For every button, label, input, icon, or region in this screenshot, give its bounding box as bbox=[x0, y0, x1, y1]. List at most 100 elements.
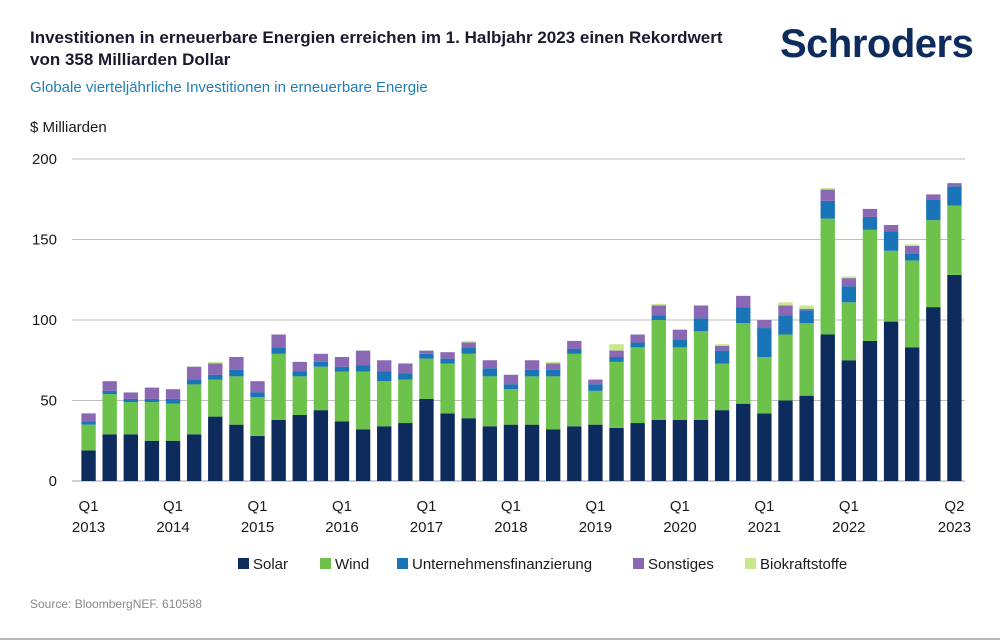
bar-segment bbox=[546, 369, 561, 377]
bar-segment bbox=[630, 347, 645, 424]
bar-segment bbox=[736, 323, 751, 404]
x-tick-label: 2015 bbox=[241, 519, 274, 536]
x-tick-label: 2021 bbox=[748, 519, 781, 536]
x-tick-labels: Q1 2013 Q1 2014 Q1 2015 Q1 2016 Q1 2017 Q1 2018 Q1 20… bbox=[72, 498, 971, 536]
bar-segment bbox=[229, 369, 244, 377]
bar-segment bbox=[820, 200, 835, 219]
bar-segment bbox=[313, 353, 329, 362]
bar-segment bbox=[883, 321, 899, 481]
bar-segment bbox=[651, 320, 666, 420]
legend-label: Solar bbox=[253, 556, 288, 573]
bar-segment bbox=[757, 413, 772, 481]
bar-segment bbox=[820, 334, 835, 481]
bar-segment bbox=[714, 410, 730, 481]
chart-title: Investitionen in erneuerbare Energien er… bbox=[30, 28, 723, 69]
bar-segment bbox=[419, 358, 434, 399]
bar-segment bbox=[841, 302, 857, 361]
bar-segment bbox=[609, 357, 624, 362]
bar-segment bbox=[672, 339, 688, 348]
bar-segment bbox=[440, 358, 455, 364]
bar-segment bbox=[546, 376, 561, 430]
y-tick-label: 150 bbox=[32, 232, 57, 249]
bar-segment bbox=[186, 434, 202, 481]
bar-segment bbox=[778, 334, 793, 401]
bar-segment bbox=[567, 348, 582, 354]
bar-segment bbox=[461, 342, 476, 348]
bar-segment bbox=[313, 410, 329, 481]
bar-segment bbox=[546, 361, 561, 364]
x-tick-label: 2013 bbox=[72, 519, 105, 536]
bar-segment bbox=[165, 389, 181, 399]
bar-segment bbox=[862, 340, 878, 481]
chart-subtitle: Globale vierteljährliche Investitionen i… bbox=[30, 79, 428, 96]
bar-segment bbox=[862, 208, 878, 217]
bar-segment bbox=[292, 361, 307, 372]
bar-segment bbox=[334, 366, 350, 372]
legend-swatch bbox=[745, 558, 756, 569]
bar-segment bbox=[693, 419, 709, 481]
bar-segment bbox=[208, 363, 223, 375]
bar-segment bbox=[588, 384, 603, 391]
bar-segment bbox=[926, 220, 941, 308]
bar-segment bbox=[292, 376, 307, 415]
bar-segment bbox=[250, 397, 265, 436]
bar-segment bbox=[461, 418, 476, 481]
bar-segment bbox=[271, 334, 286, 348]
bar-segment bbox=[440, 363, 455, 414]
bar-segment bbox=[947, 274, 962, 481]
bar-segment bbox=[778, 400, 793, 481]
bar-segment bbox=[144, 398, 160, 403]
gridlines bbox=[72, 158, 965, 482]
bar-segment bbox=[524, 376, 540, 425]
bar-segment bbox=[503, 374, 519, 385]
bar-segment bbox=[714, 344, 730, 346]
x-tick-label: 2022 bbox=[832, 519, 865, 536]
bar-segment bbox=[313, 361, 329, 367]
x-tick-label: Q2 bbox=[944, 498, 964, 515]
bar-segment bbox=[503, 384, 519, 390]
bar-segment bbox=[905, 245, 920, 254]
bar-segment bbox=[609, 427, 624, 481]
bar-segment bbox=[947, 183, 962, 187]
x-tick-label: Q1 bbox=[839, 498, 859, 515]
x-tick-label: Q1 bbox=[332, 498, 352, 515]
bar-segment bbox=[609, 350, 624, 358]
bar-segment bbox=[672, 419, 688, 481]
frame-divider bbox=[0, 638, 1000, 640]
y-tick-label: 50 bbox=[40, 393, 57, 410]
bar-segment bbox=[841, 276, 857, 279]
bar-segment bbox=[926, 199, 941, 221]
bar-segment bbox=[799, 395, 814, 481]
bar-segment bbox=[736, 295, 751, 308]
bar-segment bbox=[398, 363, 413, 374]
bar-segment bbox=[503, 389, 519, 425]
bar-segment bbox=[651, 315, 666, 320]
bar-segment bbox=[651, 305, 666, 316]
bar-segment bbox=[355, 365, 371, 372]
bar-segment bbox=[799, 310, 814, 324]
bar-segment bbox=[334, 357, 350, 367]
y-tick-labels: 0 50 100 150 200 bbox=[32, 151, 57, 490]
bar-segment bbox=[503, 424, 519, 481]
bar-segment bbox=[778, 305, 793, 316]
x-tick-label: Q1 bbox=[501, 498, 521, 515]
bar-segment bbox=[820, 218, 835, 335]
legend: Solar Wind Unternehmensfinanzierung Sonstig… bbox=[238, 556, 847, 573]
bar-segment bbox=[334, 421, 350, 481]
bar-segment bbox=[102, 381, 117, 391]
bar-segment bbox=[778, 315, 793, 335]
bar-segment bbox=[693, 305, 709, 319]
bar-segment bbox=[757, 357, 772, 414]
bar-segment bbox=[693, 331, 709, 420]
bars bbox=[81, 183, 962, 481]
x-tick-label: 2020 bbox=[663, 519, 696, 536]
bar-segment bbox=[334, 371, 350, 422]
bar-segment bbox=[186, 379, 202, 385]
bar-segment bbox=[926, 194, 941, 200]
bar-segment bbox=[377, 360, 392, 372]
bar-segment bbox=[250, 435, 265, 481]
bar-segment bbox=[102, 434, 117, 481]
legend-swatch bbox=[320, 558, 331, 569]
bar-segment bbox=[208, 374, 223, 380]
bar-segment bbox=[81, 450, 96, 481]
